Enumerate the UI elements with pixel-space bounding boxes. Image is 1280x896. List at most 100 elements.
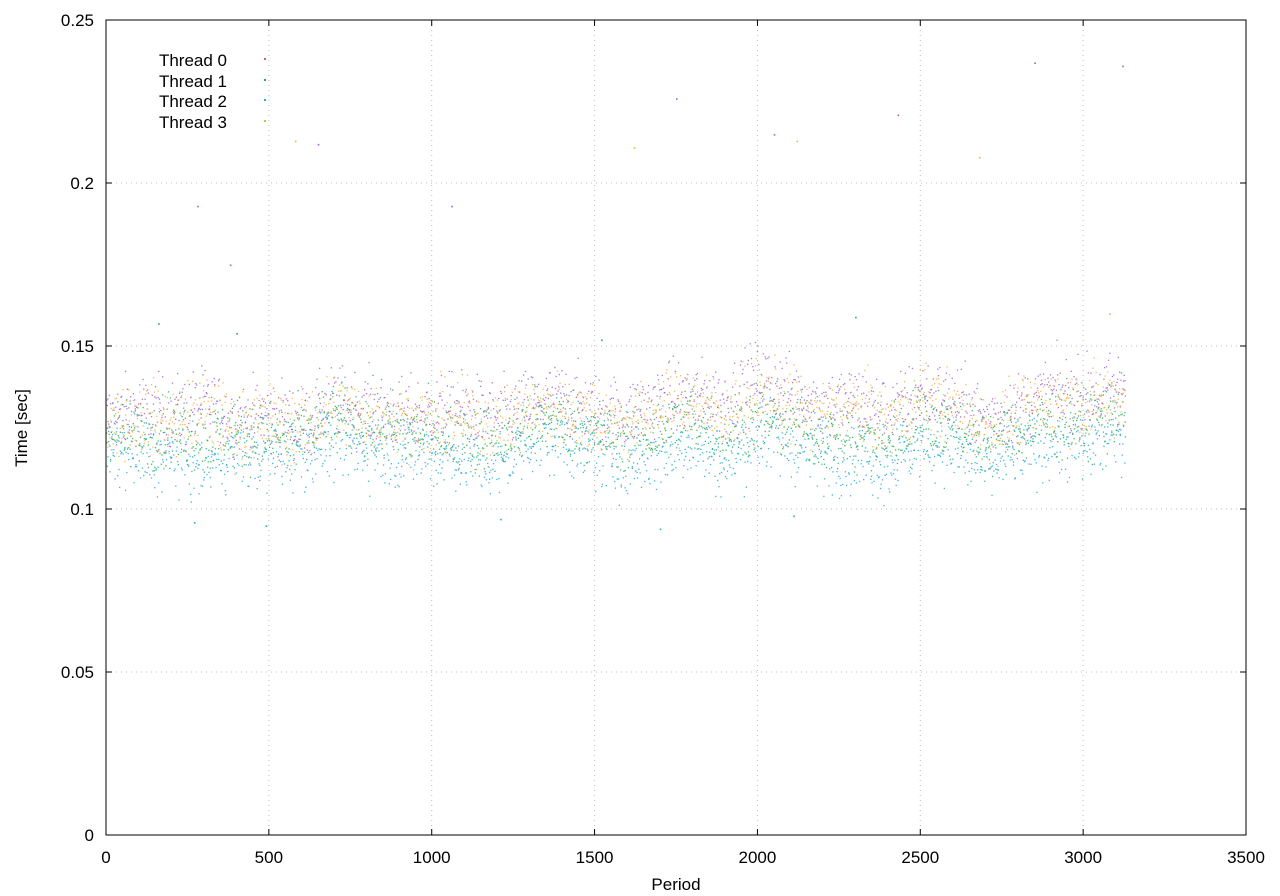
data-point <box>156 442 158 444</box>
data-point <box>1123 374 1125 376</box>
data-point <box>482 448 484 450</box>
data-point <box>693 400 695 402</box>
data-point <box>991 494 993 497</box>
data-point <box>290 436 292 438</box>
data-point <box>289 426 291 428</box>
data-point <box>751 439 753 441</box>
data-point <box>1060 430 1062 433</box>
data-point <box>404 443 406 445</box>
data-point <box>727 407 729 410</box>
data-point <box>403 410 405 412</box>
data-point <box>539 448 542 450</box>
data-point <box>558 411 560 413</box>
data-point <box>442 453 445 455</box>
data-point <box>197 442 199 444</box>
data-point <box>687 373 689 376</box>
data-point <box>1092 413 1095 415</box>
data-point <box>420 442 422 444</box>
data-point <box>325 394 327 396</box>
data-point <box>380 431 382 433</box>
data-point <box>785 411 787 413</box>
data-point <box>599 404 601 406</box>
data-point <box>834 438 837 441</box>
data-point <box>369 437 372 439</box>
data-point <box>371 442 374 444</box>
data-point <box>673 406 675 408</box>
data-point <box>310 418 312 420</box>
data-point <box>1109 397 1112 399</box>
data-point <box>456 450 458 452</box>
data-point <box>217 411 219 413</box>
data-point <box>170 461 172 463</box>
data-point <box>137 430 139 432</box>
data-point <box>180 442 182 444</box>
data-point <box>133 425 135 427</box>
data-point <box>646 470 648 472</box>
data-point <box>496 478 498 481</box>
data-point <box>1076 431 1078 433</box>
data-point <box>884 424 886 427</box>
data-point <box>606 424 609 426</box>
data-point <box>842 424 844 426</box>
data-point <box>601 483 603 486</box>
data-point <box>198 407 200 409</box>
data-point <box>934 456 936 458</box>
data-point <box>861 437 863 439</box>
data-point <box>436 453 439 455</box>
data-point <box>1085 388 1087 390</box>
data-point <box>266 423 268 425</box>
data-point <box>356 433 358 435</box>
data-point <box>224 490 226 492</box>
data-point <box>907 413 909 416</box>
data-point <box>1083 450 1085 452</box>
data-point <box>150 436 152 439</box>
data-point <box>234 424 236 427</box>
data-point <box>310 454 312 456</box>
data-point <box>387 422 389 424</box>
data-point <box>175 433 177 435</box>
data-point <box>108 443 110 446</box>
data-point <box>1004 463 1006 465</box>
data-point <box>552 446 554 448</box>
data-point <box>109 460 112 462</box>
data-point <box>981 458 983 460</box>
data-point <box>633 415 635 417</box>
data-point <box>320 454 322 456</box>
data-point <box>524 420 526 422</box>
data-point <box>711 448 714 450</box>
data-point <box>322 396 325 398</box>
data-point <box>1018 443 1020 445</box>
data-point <box>596 397 598 399</box>
data-point <box>270 417 272 419</box>
data-point <box>822 440 824 443</box>
data-point <box>969 420 971 422</box>
data-point <box>168 428 170 430</box>
data-point <box>825 425 828 427</box>
data-point <box>521 410 523 412</box>
data-point <box>339 457 342 460</box>
data-point <box>296 417 299 419</box>
data-point <box>757 445 759 448</box>
data-point <box>853 479 856 482</box>
data-point <box>386 453 389 455</box>
data-point <box>646 444 648 446</box>
data-point <box>798 425 800 427</box>
data-point <box>250 425 252 427</box>
data-point <box>122 434 125 436</box>
data-point <box>444 448 446 451</box>
data-point <box>260 434 262 436</box>
data-point <box>235 431 237 433</box>
data-point <box>309 429 311 431</box>
data-point <box>627 426 630 428</box>
data-point <box>958 427 960 429</box>
data-point <box>528 457 530 459</box>
data-point <box>1019 428 1021 430</box>
data-point <box>509 418 511 420</box>
data-point <box>143 422 146 424</box>
data-point <box>402 418 404 421</box>
data-point <box>1053 431 1055 433</box>
data-point <box>799 399 802 401</box>
data-point <box>522 428 525 430</box>
data-point <box>486 445 488 447</box>
data-point <box>722 449 724 451</box>
